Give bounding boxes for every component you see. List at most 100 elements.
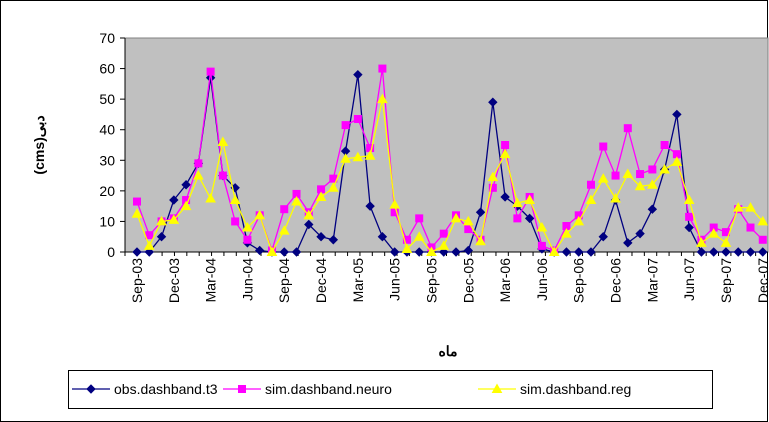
data-point: [365, 201, 375, 211]
data-point: [548, 246, 560, 256]
x-tick-label: Mar-06: [497, 258, 513, 303]
data-point: [524, 194, 535, 205]
data-point: [217, 136, 229, 146]
data-point: [462, 215, 474, 226]
x-axis-title: ماه: [438, 343, 457, 359]
y-tick-label: 20: [99, 183, 115, 199]
data-point: [646, 179, 658, 189]
data-point: [181, 180, 191, 190]
data-point: [501, 141, 510, 149]
data-point: [463, 245, 473, 256]
x-tick-label: Sep-04: [276, 258, 292, 303]
data-point: [684, 222, 694, 233]
data-point: [746, 223, 755, 232]
data-point: [229, 194, 241, 205]
data-point: [439, 247, 449, 257]
data-point: [757, 215, 769, 226]
data-point: [598, 232, 608, 242]
data-point: [254, 209, 266, 220]
data-point: [488, 183, 497, 192]
legend-marker: [86, 384, 96, 394]
data-point: [720, 237, 732, 247]
data-point: [169, 195, 179, 205]
legend-label: sim.dashband.neuro: [265, 381, 392, 397]
data-point: [145, 231, 154, 240]
data-point: [660, 141, 669, 149]
data-point: [671, 156, 683, 166]
x-tick-label: Mar-04: [203, 258, 219, 303]
data-point: [206, 67, 215, 76]
data-point: [622, 168, 634, 179]
y-tick-label: 10: [99, 213, 115, 229]
data-point: [573, 215, 585, 226]
data-point: [648, 165, 657, 174]
data-point: [156, 215, 167, 226]
data-point: [647, 204, 658, 214]
data-point: [636, 170, 645, 179]
y-tick-label: 40: [99, 122, 115, 138]
legend-box: [68, 370, 713, 409]
x-tick-label: Sep-03: [129, 258, 145, 303]
data-point: [426, 246, 437, 256]
data-point: [304, 219, 314, 230]
data-point: [574, 247, 584, 257]
data-point: [316, 232, 326, 242]
data-point: [451, 247, 461, 257]
data-point: [132, 247, 142, 257]
x-tick-label: Mar-05: [350, 258, 366, 303]
data-point: [672, 109, 682, 120]
data-point: [464, 225, 473, 234]
data-point: [353, 69, 363, 80]
data-point: [683, 194, 695, 205]
data-point: [377, 93, 388, 104]
data-point: [390, 208, 399, 217]
data-point: [488, 97, 498, 107]
data-point: [450, 212, 462, 223]
y-tick-label: 0: [107, 244, 115, 260]
data-point: [280, 205, 289, 214]
data-point: [586, 247, 596, 257]
data-point: [513, 214, 522, 223]
x-tick-label: Sep-07: [718, 258, 734, 303]
y-tick-label: 70: [99, 30, 115, 46]
legend-label: sim.dashband.reg: [520, 381, 631, 397]
x-tick-label: Dec-03: [166, 258, 182, 303]
y-axis-title: دبی(cms): [31, 115, 47, 174]
data-point: [634, 180, 646, 191]
data-point: [561, 228, 572, 238]
y-tick-label: 30: [99, 152, 115, 168]
data-point: [745, 247, 756, 257]
data-point: [696, 237, 707, 247]
data-point: [340, 153, 351, 163]
data-point: [328, 235, 339, 245]
data-point: [414, 247, 424, 257]
x-tick-label: Mar-07: [644, 258, 660, 303]
data-point: [291, 196, 302, 206]
data-point: [192, 170, 204, 180]
series-line: [136, 99, 764, 254]
data-point: [205, 192, 216, 203]
data-point: [500, 192, 510, 202]
legend-label: obs.dashband.t3: [114, 381, 218, 397]
data-point: [721, 247, 731, 257]
data-point: [156, 232, 167, 242]
data-point: [353, 115, 362, 124]
data-point: [327, 182, 339, 192]
data-point: [696, 247, 707, 257]
data-point: [131, 208, 143, 218]
data-point: [194, 159, 203, 168]
data-point: [585, 194, 597, 205]
data-point: [438, 240, 450, 250]
data-point: [733, 247, 743, 257]
data-point: [732, 202, 744, 212]
y-tick-label: 50: [99, 91, 115, 107]
data-point: [659, 163, 670, 174]
data-point: [439, 229, 448, 238]
x-tick-label: Dec-07: [755, 258, 769, 303]
data-point: [341, 121, 350, 130]
data-point: [561, 247, 572, 257]
data-point: [487, 171, 499, 182]
data-point: [635, 228, 645, 239]
data-point: [278, 225, 290, 235]
